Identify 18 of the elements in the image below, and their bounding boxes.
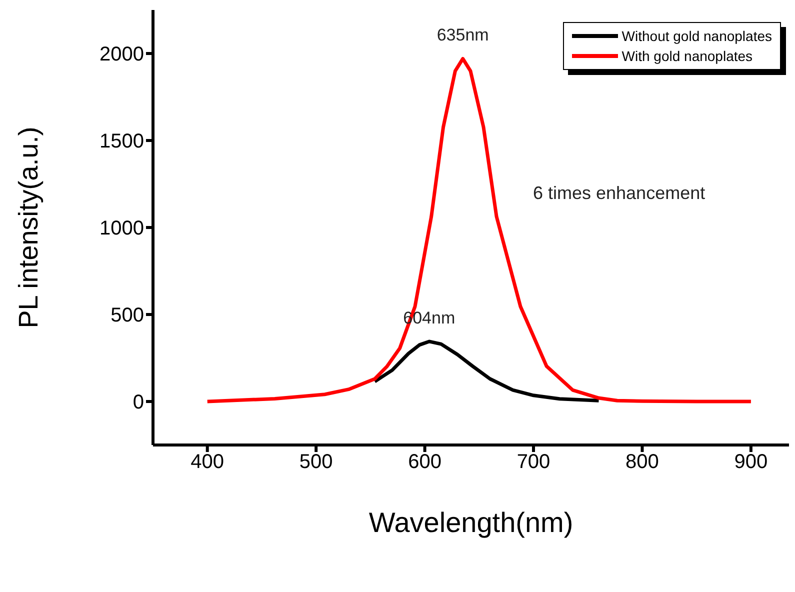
annotation: 635nm [436,26,489,45]
x-tick-label: 500 [299,451,333,474]
x-tick-label: 700 [516,451,550,474]
x-tick-label: 800 [626,451,659,474]
annotation: 6 times enhancement [533,183,706,204]
y-axis-title: PL intensity(a.u.) [14,126,44,328]
x-axis-title: Wavelength(nm) [368,507,574,538]
y-tick-label: 1000 [100,218,144,240]
legend-label: Without gold nanoplates [622,27,772,46]
x-tick-label: 400 [190,451,224,474]
legend-label: With gold nanoplates [622,47,753,66]
y-tick-label: 0 [132,392,144,414]
y-tick-label: 1500 [100,130,144,153]
y-tick-label: 2000 [100,44,144,66]
line-series [373,340,600,402]
x-tick-label: 900 [734,451,768,474]
x-tick-label: 600 [408,451,442,474]
y-tick-label: 500 [110,304,144,327]
